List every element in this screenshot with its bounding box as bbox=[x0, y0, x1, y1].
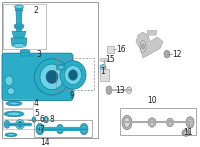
FancyBboxPatch shape bbox=[2, 53, 73, 101]
Text: 9: 9 bbox=[70, 91, 75, 100]
Ellipse shape bbox=[14, 26, 24, 29]
Text: 12: 12 bbox=[172, 50, 182, 59]
Ellipse shape bbox=[106, 86, 112, 95]
Polygon shape bbox=[16, 10, 22, 45]
Polygon shape bbox=[15, 7, 23, 10]
Ellipse shape bbox=[168, 120, 172, 125]
Polygon shape bbox=[12, 31, 26, 38]
Ellipse shape bbox=[18, 55, 24, 57]
Ellipse shape bbox=[35, 59, 70, 95]
Text: 2: 2 bbox=[33, 6, 38, 15]
Ellipse shape bbox=[8, 112, 21, 116]
Ellipse shape bbox=[36, 123, 44, 135]
Ellipse shape bbox=[122, 115, 132, 130]
FancyBboxPatch shape bbox=[100, 69, 108, 81]
FancyBboxPatch shape bbox=[106, 46, 114, 53]
Ellipse shape bbox=[64, 66, 82, 85]
Ellipse shape bbox=[18, 122, 22, 127]
Ellipse shape bbox=[38, 125, 42, 133]
Ellipse shape bbox=[127, 87, 132, 93]
Polygon shape bbox=[20, 51, 30, 56]
Ellipse shape bbox=[20, 50, 30, 53]
Ellipse shape bbox=[12, 44, 26, 47]
Text: 3: 3 bbox=[36, 50, 41, 59]
Ellipse shape bbox=[140, 41, 146, 52]
Ellipse shape bbox=[82, 125, 86, 133]
Ellipse shape bbox=[32, 117, 36, 122]
Ellipse shape bbox=[60, 61, 86, 89]
Ellipse shape bbox=[5, 76, 13, 85]
Ellipse shape bbox=[44, 116, 48, 123]
Ellipse shape bbox=[124, 118, 130, 127]
Ellipse shape bbox=[40, 64, 64, 90]
Ellipse shape bbox=[14, 24, 24, 27]
Ellipse shape bbox=[70, 127, 74, 131]
Ellipse shape bbox=[13, 53, 29, 59]
Polygon shape bbox=[136, 32, 163, 58]
Ellipse shape bbox=[16, 55, 26, 57]
Ellipse shape bbox=[48, 127, 52, 131]
Ellipse shape bbox=[4, 121, 10, 128]
Ellipse shape bbox=[142, 44, 144, 49]
Ellipse shape bbox=[4, 111, 24, 117]
Ellipse shape bbox=[14, 5, 24, 8]
Text: 6
7: 6 7 bbox=[39, 115, 44, 134]
Text: 10: 10 bbox=[147, 96, 157, 105]
Text: 13: 13 bbox=[115, 86, 125, 95]
Text: 14: 14 bbox=[40, 138, 50, 147]
Text: 5: 5 bbox=[34, 109, 39, 118]
Ellipse shape bbox=[39, 127, 41, 131]
Text: 8: 8 bbox=[49, 115, 54, 124]
Polygon shape bbox=[11, 38, 27, 46]
Text: 1: 1 bbox=[100, 67, 105, 76]
Text: 4: 4 bbox=[34, 99, 39, 108]
Ellipse shape bbox=[8, 88, 14, 95]
Ellipse shape bbox=[58, 126, 62, 132]
Ellipse shape bbox=[16, 120, 24, 129]
Ellipse shape bbox=[184, 131, 188, 135]
Ellipse shape bbox=[46, 70, 58, 83]
Ellipse shape bbox=[182, 130, 190, 136]
Ellipse shape bbox=[9, 102, 19, 105]
Text: 15: 15 bbox=[105, 55, 115, 64]
Ellipse shape bbox=[166, 118, 174, 127]
Ellipse shape bbox=[164, 50, 170, 58]
Ellipse shape bbox=[57, 124, 64, 134]
Ellipse shape bbox=[100, 65, 106, 70]
Text: 11: 11 bbox=[183, 128, 192, 137]
Ellipse shape bbox=[44, 117, 48, 122]
Ellipse shape bbox=[148, 118, 156, 127]
Ellipse shape bbox=[57, 65, 66, 70]
Ellipse shape bbox=[186, 117, 194, 128]
Text: 16: 16 bbox=[116, 45, 126, 54]
Ellipse shape bbox=[6, 101, 22, 106]
Ellipse shape bbox=[188, 119, 192, 126]
Ellipse shape bbox=[80, 123, 88, 135]
Ellipse shape bbox=[7, 134, 15, 136]
Ellipse shape bbox=[68, 70, 78, 80]
Ellipse shape bbox=[5, 133, 17, 137]
Ellipse shape bbox=[100, 58, 108, 61]
Ellipse shape bbox=[83, 127, 85, 131]
Ellipse shape bbox=[58, 66, 64, 69]
Polygon shape bbox=[147, 30, 157, 35]
Ellipse shape bbox=[150, 120, 154, 125]
